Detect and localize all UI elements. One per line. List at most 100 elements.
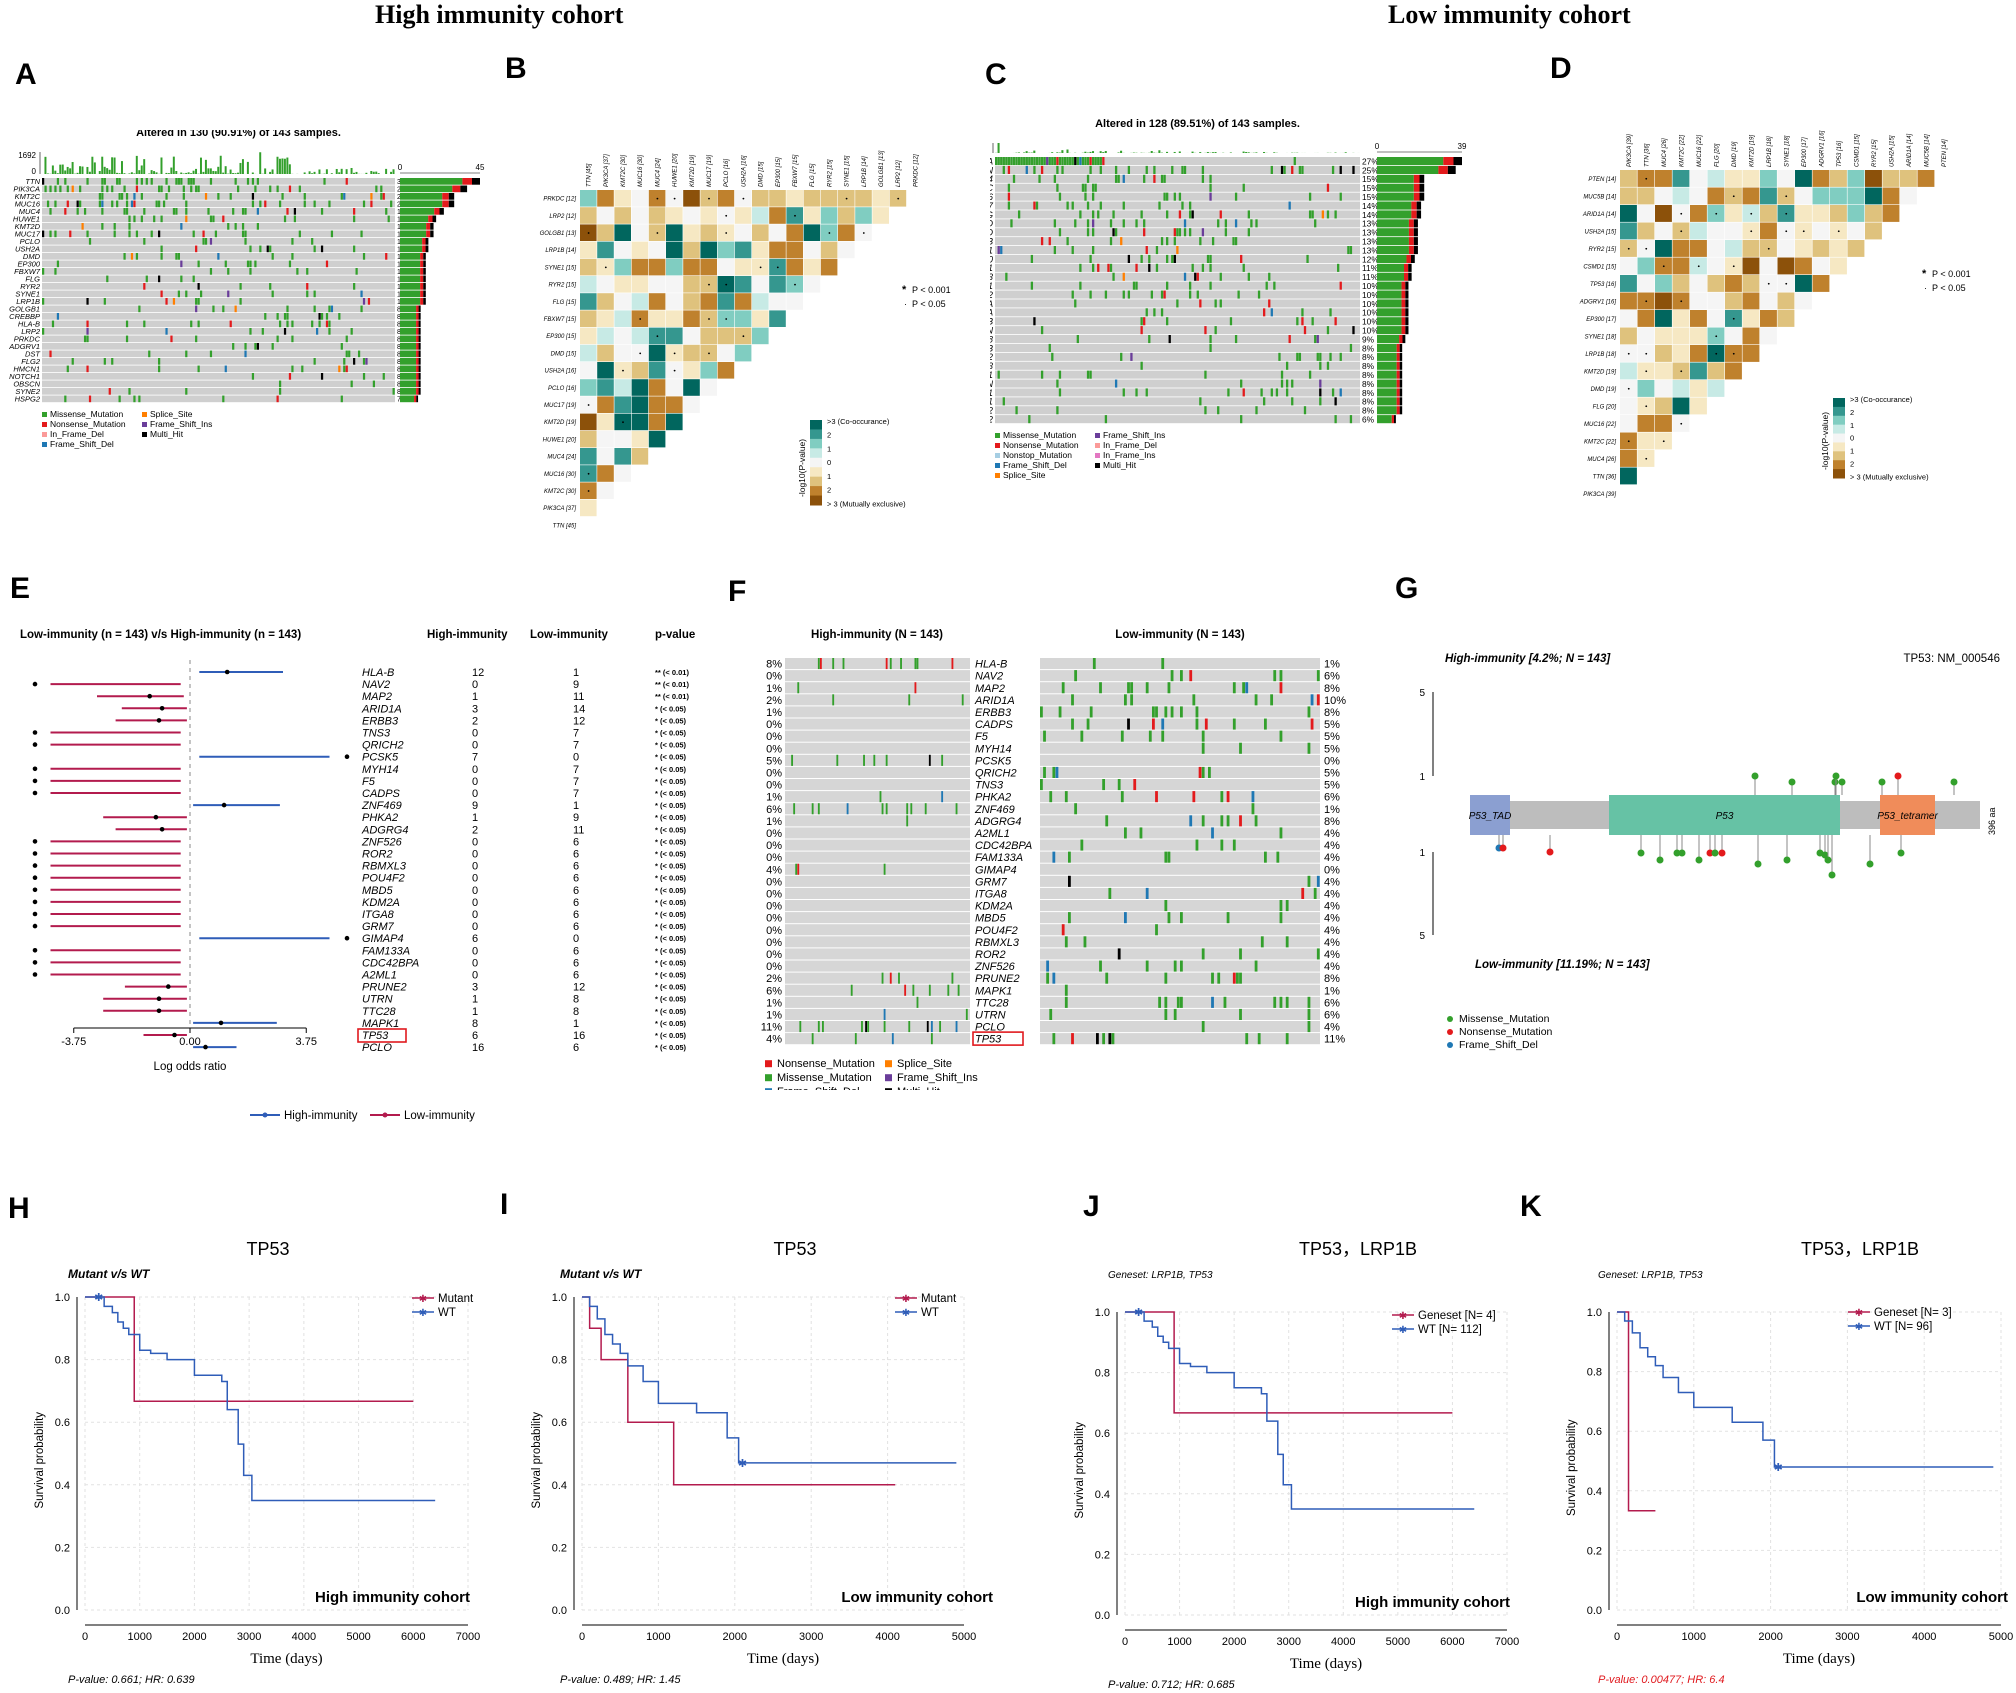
legend-label: Nonstop_Mutation xyxy=(1003,450,1072,460)
legend-mark: ✱ xyxy=(1855,1308,1863,1319)
high-pct: 0% xyxy=(766,768,782,780)
mutation-cell xyxy=(1334,317,1337,326)
tmb-bar xyxy=(88,171,91,174)
count-bar-missense xyxy=(1377,237,1409,246)
mutation-cell xyxy=(1280,370,1284,379)
mutation-cell xyxy=(1209,281,1212,290)
count-bar-missense xyxy=(1377,228,1409,237)
count-bar-missense xyxy=(400,320,417,328)
co-mutation-cell xyxy=(904,984,907,996)
co-row-bg xyxy=(1040,742,1320,754)
mutation-cell xyxy=(199,290,203,298)
oncoplot-row-bg xyxy=(995,379,1360,388)
gene-label: TTN xyxy=(990,165,994,175)
significance-dot xyxy=(604,266,607,269)
y-tick-label: 0.4 xyxy=(55,1480,70,1492)
tmb-bar xyxy=(1102,152,1105,153)
legend-label: WT xyxy=(438,1307,456,1319)
mutation-cell xyxy=(143,238,146,245)
co-row-bg xyxy=(1040,839,1320,851)
legend-swatch xyxy=(765,1074,772,1082)
tmb-bar xyxy=(79,166,82,174)
high-pct: 0% xyxy=(766,671,782,683)
mutation-cell xyxy=(222,305,225,313)
mutation-cell xyxy=(1201,263,1205,272)
heatmap-row-label: DMD [19] xyxy=(1591,387,1617,393)
heatmap-row-label: MUC16 [22] xyxy=(1584,422,1616,428)
km-title: TP53 xyxy=(246,1239,289,1259)
heatmap-row-label: TTN [36] xyxy=(1593,474,1617,480)
heatmap-cell xyxy=(597,190,614,207)
co-mutation-cell xyxy=(1180,996,1183,1008)
heatmap-cell xyxy=(803,207,821,224)
tmb-bar xyxy=(1061,150,1064,153)
mutation-cell xyxy=(306,290,309,298)
mutation-cell xyxy=(177,178,180,185)
mutation-cell xyxy=(1007,192,1011,201)
count-bar-multi xyxy=(1399,406,1403,415)
oncoplot-row-bg xyxy=(42,178,395,185)
mutation-cell xyxy=(269,283,272,290)
forest-gene: ERBB3 xyxy=(362,715,399,727)
mutation-cell xyxy=(1219,299,1222,308)
tmb-bar xyxy=(283,158,286,174)
heatmap-row-label: USH2A [16] xyxy=(545,369,577,375)
co-mutation-cell xyxy=(1040,779,1043,791)
co-mutation-cell xyxy=(1170,706,1174,718)
domain-label: P53_TAD xyxy=(1469,811,1512,822)
mutation-cell xyxy=(123,208,126,215)
mutation-cell xyxy=(1298,165,1302,174)
forest-pvalue: * (< 0.05) xyxy=(655,946,687,955)
oncoplot-row-bg xyxy=(42,335,395,343)
co-mutation-cell xyxy=(1232,718,1236,730)
heatmap-cell xyxy=(700,224,717,241)
tmb-bar xyxy=(222,172,225,174)
mutation-cell xyxy=(385,208,388,215)
mutation-cell xyxy=(1173,254,1176,263)
tmb-bar xyxy=(101,156,104,174)
lollipop-head xyxy=(1706,849,1714,857)
heatmap-cell xyxy=(1672,275,1690,292)
tmb-bar xyxy=(1178,151,1181,153)
mutation-cell xyxy=(1112,272,1115,281)
tmb-bar xyxy=(1191,151,1194,153)
co-mutation-cell xyxy=(791,754,794,766)
mutation-cell xyxy=(1053,157,1057,166)
forest-gene: KDM2A xyxy=(362,897,400,909)
co-mutation-cell xyxy=(961,694,964,706)
count-bar-multi xyxy=(416,395,419,403)
heatmap-cell xyxy=(1760,310,1777,327)
co-mutation-cell xyxy=(1201,742,1205,754)
mutation-cell xyxy=(158,358,161,365)
co-mutation-cell xyxy=(1173,960,1177,972)
censor-mark: ✱ xyxy=(94,1292,103,1304)
mutation-cell xyxy=(66,200,69,208)
co-row-bg xyxy=(785,766,970,778)
mutation-cell xyxy=(1247,210,1250,219)
mutation-cell xyxy=(264,313,267,320)
significance-dot xyxy=(587,404,590,406)
heatmap-cell xyxy=(700,258,717,276)
co-mutation-cell xyxy=(1130,682,1134,694)
mutation-cell xyxy=(54,230,57,238)
mutation-cell xyxy=(360,290,363,298)
heatmap-cell xyxy=(631,362,649,379)
tmb-bar xyxy=(153,171,156,174)
tmb-bar xyxy=(202,171,205,174)
heatmap-cell xyxy=(1725,170,1742,187)
co-mutation-cell xyxy=(916,996,919,1008)
mutation-cell xyxy=(44,185,47,193)
count-bar-multi xyxy=(1413,246,1418,255)
odds-point xyxy=(32,790,38,796)
heatmap-row-label: SYNE1 [15] xyxy=(545,265,577,271)
low-pct: 8% xyxy=(1324,816,1340,828)
mutation-cell xyxy=(353,245,356,253)
mutation-cell xyxy=(1176,299,1179,308)
co-gene: ZNF526 xyxy=(974,961,1016,973)
significance-dot xyxy=(1680,230,1683,233)
significance-dot xyxy=(794,214,796,217)
heatmap-cell xyxy=(1620,310,1637,327)
heatmap-cell xyxy=(614,207,631,224)
forest-gene: PHKA2 xyxy=(362,812,398,824)
odds-point xyxy=(32,972,38,977)
